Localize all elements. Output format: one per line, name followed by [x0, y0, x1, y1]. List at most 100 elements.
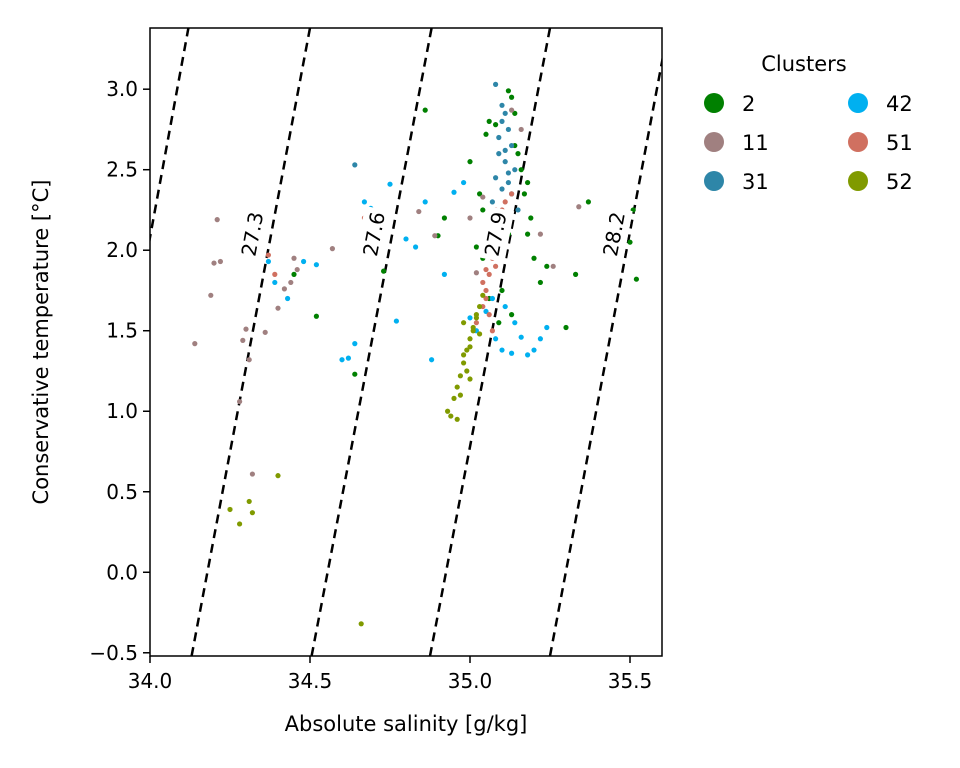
scatter-point-cluster-52: [227, 506, 233, 513]
scatter-point-cluster-31: [499, 186, 505, 192]
scatter-point-cluster-11: [281, 286, 287, 292]
scatter-point-cluster-11: [243, 326, 249, 332]
scatter-point-cluster-42: [387, 181, 393, 187]
scatter-point-cluster-11: [262, 329, 268, 335]
legend-label: 11: [742, 131, 769, 155]
scatter-point-cluster-42: [313, 262, 319, 268]
scatter-point-cluster-2: [563, 324, 569, 331]
scatter-point-cluster-51: [272, 271, 278, 277]
scatter-point-cluster-31: [489, 199, 495, 205]
legend-marker: [848, 171, 868, 191]
scatter-point-cluster-51: [489, 328, 495, 334]
legend: Clusters 2 11 31 42 51 52: [704, 52, 913, 194]
scatter-point-cluster-11: [416, 208, 422, 215]
scatter-point-cluster-52: [461, 352, 467, 358]
scatter-point-cluster-2: [627, 239, 633, 245]
scatter-point-cluster-42: [544, 324, 550, 331]
scatter-point-cluster-11: [576, 204, 582, 210]
isopycnal-line: [548, 55, 662, 656]
scatter-point-cluster-2: [381, 268, 387, 274]
scatter-point-cluster-42: [509, 350, 515, 356]
scatter-point-cluster-52: [467, 344, 473, 350]
scatter-point-cluster-52: [461, 320, 467, 326]
legend-marker: [704, 171, 724, 191]
scatter-point-cluster-2: [573, 271, 579, 277]
legend-label: 52: [886, 170, 913, 194]
legend-marker: [704, 132, 724, 152]
scatter-point-cluster-11: [480, 194, 486, 200]
scatter-point-cluster-42: [429, 357, 435, 363]
scatter-point-cluster-2: [633, 276, 640, 282]
scatter-point-cluster-11: [240, 337, 246, 343]
scatter-point-cluster-31: [502, 147, 508, 153]
scatter-point-cluster-52: [457, 392, 463, 398]
scatter-point-cluster-11: [509, 107, 515, 113]
scatter-point-cluster-52: [358, 621, 364, 627]
scatter-point-cluster-52: [454, 416, 460, 422]
scatter-point-cluster-42: [461, 179, 467, 186]
scatter-point-cluster-2: [422, 107, 428, 113]
scatter-point-cluster-31: [502, 110, 508, 116]
legend-marker: [704, 93, 724, 113]
scatter-point-cluster-51: [483, 266, 489, 273]
isopycnal-label-bg: [595, 205, 633, 263]
x-tick-label: 35.5: [608, 669, 653, 693]
scatter-point-cluster-42: [265, 258, 271, 265]
scatter-point-cluster-31: [493, 81, 499, 87]
scatter-point-cluster-2: [531, 255, 537, 261]
scatter-point-cluster-11: [237, 398, 243, 405]
scatter-point-cluster-31: [515, 207, 521, 213]
scatter-point-cluster-11: [217, 258, 223, 265]
scatter-point-cluster-31: [505, 126, 511, 133]
scatter-point-cluster-11: [208, 292, 214, 298]
scatter-point-cluster-42: [451, 189, 457, 195]
scatter-point-cluster-52: [477, 303, 483, 310]
scatter-point-cluster-42: [301, 258, 307, 265]
scatter-point-cluster-31: [509, 142, 515, 149]
scatter-point-cluster-42: [441, 271, 447, 277]
scatter-point-cluster-51: [502, 199, 508, 205]
scatter-point-cluster-11: [432, 233, 438, 239]
scatter-point-cluster-2: [441, 215, 447, 221]
isopycnal-line: [150, 28, 190, 245]
scatter-point-cluster-52: [237, 521, 243, 527]
scatter-point-cluster-11: [550, 263, 556, 269]
legend-title: Clusters: [761, 52, 846, 76]
isopycnal-line: [310, 28, 433, 656]
scatter-point-cluster-2: [509, 94, 515, 100]
x-tick-label: 35.0: [448, 669, 493, 693]
scatter-point-cluster-42: [361, 199, 367, 205]
scatter-point-cluster-52: [467, 336, 473, 342]
scatter-point-cluster-2: [480, 207, 486, 213]
scatter-point-cluster-42: [489, 295, 495, 302]
y-tick-label: 0.5: [106, 480, 138, 504]
scatter-point-cluster-11: [249, 471, 255, 477]
scatter-point-cluster-2: [521, 191, 528, 197]
scatter-point-cluster-42: [518, 334, 524, 340]
scatter-point-cluster-51: [486, 312, 492, 318]
legend-label: 2: [742, 92, 755, 116]
scatter-point-cluster-42: [393, 318, 399, 324]
scatter-point-cluster-2: [486, 118, 492, 124]
scatter-point-cluster-52: [480, 292, 486, 298]
legend-label: 51: [886, 131, 913, 155]
scatter-point-cluster-2: [525, 231, 531, 237]
scatter-point-cluster-42: [512, 320, 518, 326]
scatter-point-cluster-11: [294, 266, 300, 273]
scatter-point-cluster-2: [483, 131, 489, 137]
scatter-point-cluster-52: [470, 328, 476, 334]
scatter-point-cluster-2: [509, 312, 515, 318]
legend-marker: [848, 132, 868, 152]
scatter-point-cluster-52: [249, 510, 255, 516]
scatter-point-cluster-42: [403, 236, 409, 242]
scatter-point-cluster-52: [451, 395, 457, 401]
scatter-point-cluster-51: [265, 252, 271, 258]
y-tick-label: 1.5: [106, 319, 138, 343]
scatter-point-cluster-11: [329, 246, 335, 252]
scatter-point-cluster-52: [477, 331, 483, 337]
scatter-point-cluster-52: [445, 408, 451, 414]
scatter-point-cluster-2: [515, 151, 521, 157]
x-axis-ticks: 34.0 34.5 35.0 35.5: [128, 656, 653, 693]
scatter-point-cluster-51: [493, 263, 499, 269]
scatter-point-cluster-42: [285, 295, 291, 302]
